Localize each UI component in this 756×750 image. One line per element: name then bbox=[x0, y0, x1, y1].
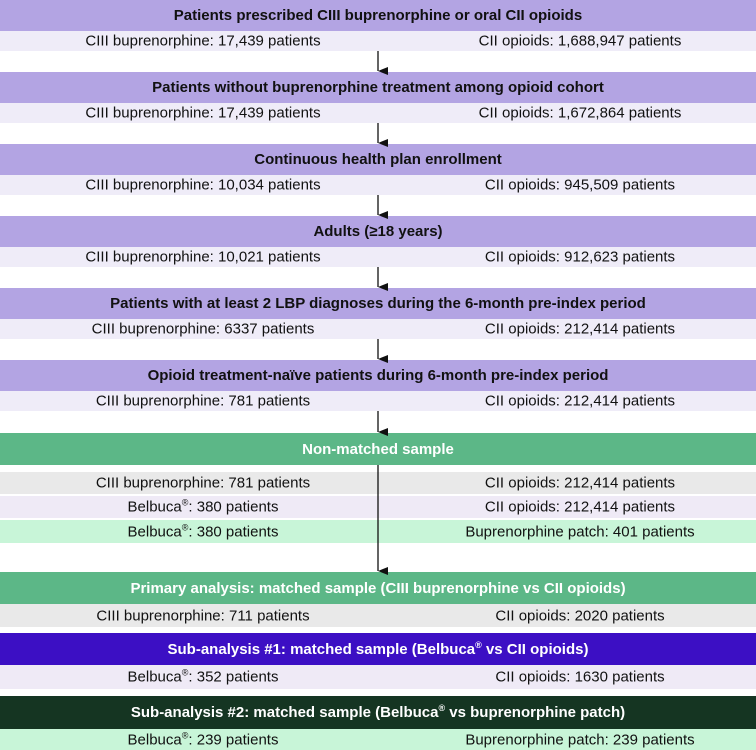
sub1-title-end: vs CII opioids) bbox=[481, 640, 589, 658]
stage-3-counts-row: CIII buprenorphine: 10,034 patients CII … bbox=[0, 175, 756, 195]
sub1-counts-row: Belbuca®: 352 patients CII opioids: 1630… bbox=[0, 665, 756, 689]
stage-5-buprenorphine-count: CIII buprenorphine: 6337 patients bbox=[91, 320, 315, 338]
stage-4-counts-row: CIII buprenorphine: 10,021 patients CII … bbox=[0, 247, 756, 267]
sub2-belbuca-count: Belbuca®: 239 patients bbox=[127, 730, 279, 749]
nonmatched-opioids-count-2: CII opioids: 212,414 patients bbox=[484, 498, 676, 516]
primary-title: Primary analysis: matched sample (CIII b… bbox=[130, 579, 626, 597]
nonmatched-patch-count: Buprenorphine patch: 401 patients bbox=[465, 523, 695, 540]
registered-mark: ® bbox=[181, 667, 189, 678]
stage-3-opioids-count: CII opioids: 945,509 patients bbox=[484, 176, 676, 194]
sub1-opioids-count: CII opioids: 1630 patients bbox=[495, 668, 665, 686]
sub2-title-bar: Sub-analysis #2: matched sample (Belbuca… bbox=[0, 696, 756, 729]
stage-1-title-bar: Patients prescribed CIII buprenorphine o… bbox=[0, 0, 756, 31]
primary-opioids-count: CII opioids: 2020 patients bbox=[495, 607, 665, 624]
belbuca-name: Belbuca bbox=[127, 668, 182, 686]
nonmatched-title: Non-matched sample bbox=[302, 440, 454, 458]
belbuca-count-value: : 380 patients bbox=[188, 523, 279, 540]
stage-6-title-bar: Opioid treatment-naïve patients during 6… bbox=[0, 360, 756, 391]
stage-2-counts-row: CIII buprenorphine: 17,439 patients CII … bbox=[0, 103, 756, 123]
stage-6-buprenorphine-count: CIII buprenorphine: 781 patients bbox=[95, 392, 311, 410]
belbuca-name: Belbuca bbox=[127, 498, 182, 516]
nonmatched-belbuca-count-2: Belbuca®: 380 patients bbox=[127, 522, 279, 541]
nonmatched-row-2: Belbuca®: 380 patients CII opioids: 212,… bbox=[0, 496, 756, 518]
primary-counts-row: CIII buprenorphine: 711 patients CII opi… bbox=[0, 604, 756, 627]
belbuca-name: Belbuca bbox=[127, 523, 182, 540]
stage-6-opioids-count: CII opioids: 212,414 patients bbox=[484, 392, 676, 410]
sub1-title-start: Sub-analysis #1: matched sample (Belbuca bbox=[167, 640, 476, 658]
stage-2-opioids-count: CII opioids: 1,672,864 patients bbox=[478, 104, 682, 122]
primary-buprenorphine-count: CIII buprenorphine: 711 patients bbox=[96, 607, 310, 624]
stage-4-title: Adults (≥18 years) bbox=[313, 223, 443, 240]
registered-mark: ® bbox=[181, 522, 189, 532]
stage-2-title: Patients without buprenorphine treatment… bbox=[152, 79, 604, 96]
stage-3-title: Continuous health plan enrollment bbox=[254, 151, 502, 168]
sub1-title-bar: Sub-analysis #1: matched sample (Belbuca… bbox=[0, 633, 756, 665]
stage-4-buprenorphine-count: CIII buprenorphine: 10,021 patients bbox=[85, 248, 321, 266]
sub2-patch-count: Buprenorphine patch: 239 patients bbox=[465, 731, 695, 748]
stage-6-counts-row: CIII buprenorphine: 781 patients CII opi… bbox=[0, 391, 756, 411]
stage-2-buprenorphine-count: CIII buprenorphine: 17,439 patients bbox=[85, 104, 321, 122]
sub2-counts-row: Belbuca®: 239 patients Buprenorphine pat… bbox=[0, 729, 756, 750]
registered-mark: ® bbox=[181, 730, 189, 740]
sub2-title-start: Sub-analysis #2: matched sample (Belbuca bbox=[130, 704, 439, 721]
stage-1-title: Patients prescribed CIII buprenorphine o… bbox=[173, 7, 583, 24]
belbuca-count-value: : 380 patients bbox=[188, 498, 279, 516]
belbuca-count-value: : 239 patients bbox=[188, 731, 279, 748]
nonmatched-buprenorphine-count: CIII buprenorphine: 781 patients bbox=[95, 474, 311, 492]
sub1-belbuca-count: Belbuca®: 352 patients bbox=[127, 667, 279, 686]
nonmatched-row-1: CIII buprenorphine: 781 patients CII opi… bbox=[0, 472, 756, 494]
stage-3-buprenorphine-count: CIII buprenorphine: 10,034 patients bbox=[85, 176, 321, 194]
stage-1-opioids-count: CII opioids: 1,688,947 patients bbox=[478, 32, 682, 50]
nonmatched-opioids-count: CII opioids: 212,414 patients bbox=[484, 474, 676, 492]
sub1-title: Sub-analysis #1: matched sample (Belbuca… bbox=[167, 639, 589, 658]
registered-mark: ® bbox=[181, 497, 189, 508]
stage-5-opioids-count: CII opioids: 212,414 patients bbox=[484, 320, 676, 338]
belbuca-count-value: : 352 patients bbox=[188, 668, 279, 686]
belbuca-name: Belbuca bbox=[127, 731, 182, 748]
nonmatched-row-3: Belbuca®: 380 patients Buprenorphine pat… bbox=[0, 520, 756, 543]
nonmatched-title-bar: Non-matched sample bbox=[0, 433, 756, 465]
stage-6-title: Opioid treatment-naïve patients during 6… bbox=[147, 367, 609, 384]
primary-title-bar: Primary analysis: matched sample (CIII b… bbox=[0, 572, 756, 604]
stage-5-title: Patients with at least 2 LBP diagnoses d… bbox=[110, 295, 646, 312]
stage-4-opioids-count: CII opioids: 912,623 patients bbox=[484, 248, 676, 266]
sub2-title: Sub-analysis #2: matched sample (Belbuca… bbox=[130, 703, 626, 722]
registered-mark: ® bbox=[438, 703, 446, 713]
nonmatched-belbuca-count: Belbuca®: 380 patients bbox=[127, 497, 279, 516]
stage-5-counts-row: CIII buprenorphine: 6337 patients CII op… bbox=[0, 319, 756, 339]
stage-1-buprenorphine-count: CIII buprenorphine: 17,439 patients bbox=[85, 32, 321, 50]
stage-4-title-bar: Adults (≥18 years) bbox=[0, 216, 756, 247]
stage-1-counts-row: CIII buprenorphine: 17,439 patients CII … bbox=[0, 31, 756, 51]
registered-mark: ® bbox=[475, 639, 482, 650]
stage-2-title-bar: Patients without buprenorphine treatment… bbox=[0, 72, 756, 103]
stage-5-title-bar: Patients with at least 2 LBP diagnoses d… bbox=[0, 288, 756, 319]
sub2-title-end: vs buprenorphine patch) bbox=[445, 704, 626, 721]
stage-3-title-bar: Continuous health plan enrollment bbox=[0, 144, 756, 175]
